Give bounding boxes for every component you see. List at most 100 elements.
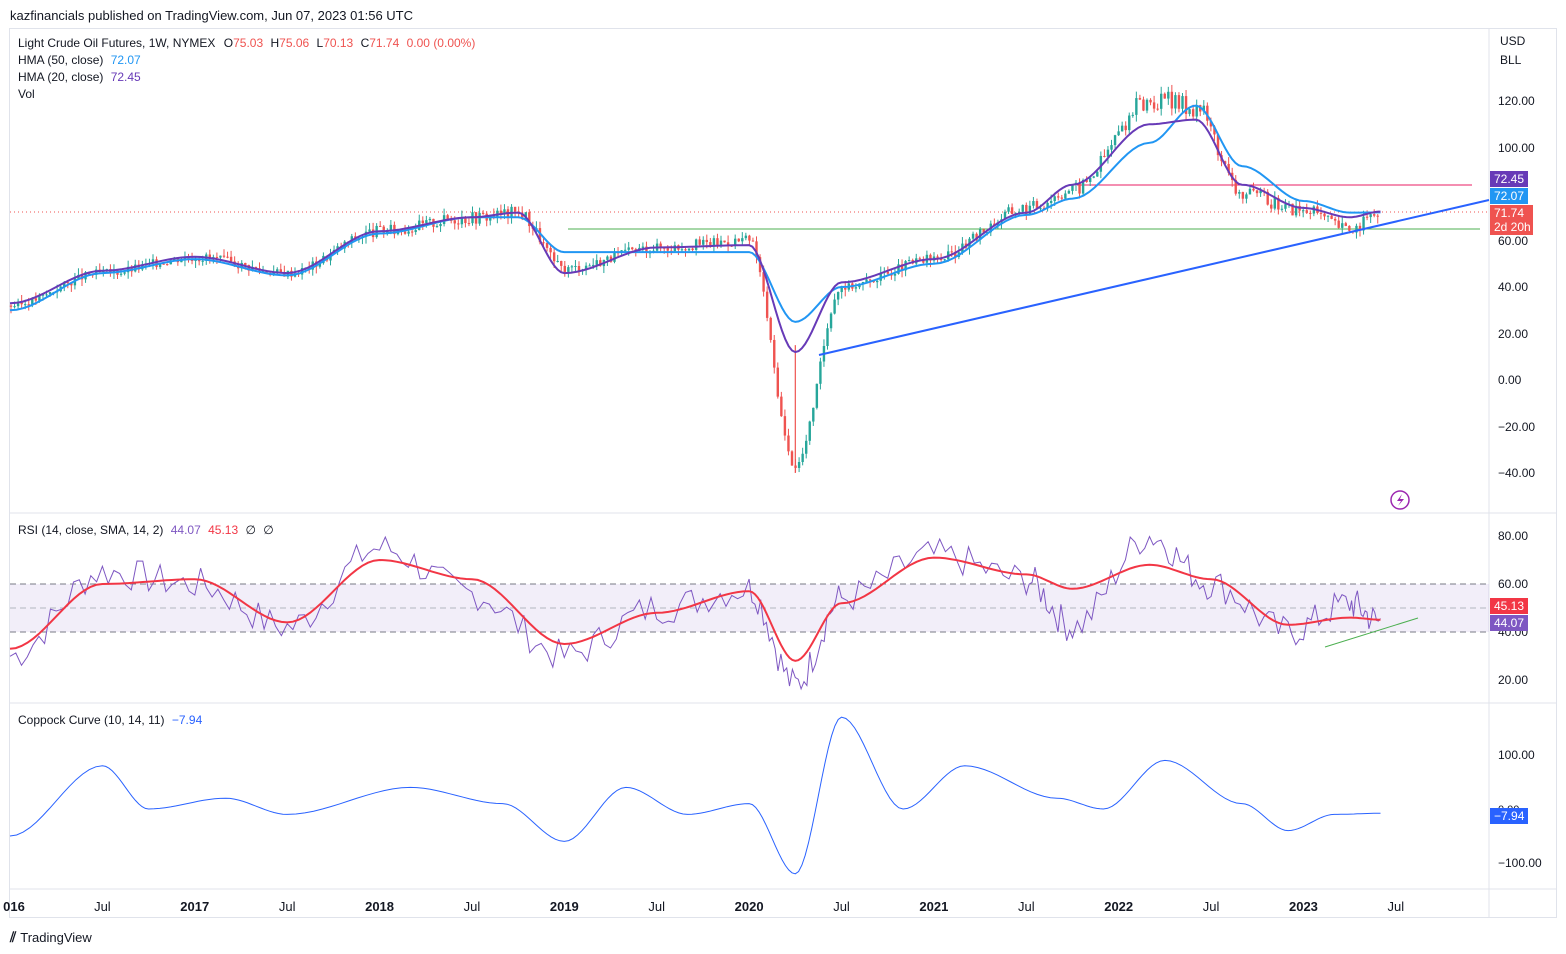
price-tick: 20.00	[1498, 326, 1529, 341]
candle-body	[1305, 210, 1308, 213]
candle-body	[886, 271, 890, 274]
candle-body	[1049, 201, 1053, 203]
candle-body	[684, 249, 687, 251]
hma50-legend-value: 72.07	[110, 53, 141, 67]
candle-body	[201, 260, 204, 262]
candle-body	[1266, 191, 1269, 205]
candle-body	[808, 421, 811, 441]
rsi-legend[interactable]: RSI (14, close, SMA, 14, 2) 44.07 45.13 …	[18, 523, 274, 537]
candle-body	[48, 292, 52, 295]
currency-label[interactable]: USD	[1500, 34, 1526, 48]
hma20-line[interactable]	[9, 118, 1381, 354]
candle-body	[1195, 105, 1198, 117]
candle-body	[1255, 190, 1259, 194]
candle-body	[1110, 145, 1113, 150]
candle-body	[1216, 134, 1220, 156]
price-tick: −20.00	[1498, 419, 1536, 434]
time-label: Jul	[648, 899, 666, 914]
candle-body	[183, 256, 187, 261]
candle-body	[20, 301, 23, 305]
candle-body	[503, 209, 506, 214]
rsi-legend-extra1: ∅	[245, 523, 256, 537]
candle-body	[744, 235, 748, 239]
candle-body	[151, 259, 155, 264]
candle-body	[1373, 214, 1376, 216]
candle-body	[1294, 205, 1298, 216]
rsi-sma-line[interactable]	[9, 556, 1381, 662]
candle-body	[1149, 99, 1152, 103]
candle-body	[599, 260, 602, 267]
candle-body	[499, 210, 503, 214]
candle-body	[1355, 225, 1358, 233]
unit-label[interactable]: BLL	[1500, 53, 1522, 67]
tradingview-logo[interactable]: ⫽ TradingView	[10, 929, 92, 946]
candle-body	[66, 282, 69, 284]
candle-body	[95, 269, 98, 275]
candle-body	[481, 212, 485, 214]
candle-body	[222, 255, 226, 257]
candle-body	[1092, 176, 1095, 178]
candle-body	[1160, 93, 1163, 109]
candle-body	[545, 242, 549, 248]
candle-body	[595, 260, 598, 265]
candle-body	[1071, 184, 1074, 191]
candle-body	[1135, 98, 1138, 115]
hma50-line[interactable]	[9, 104, 1381, 323]
candle-body	[467, 223, 471, 225]
candle-body	[1284, 204, 1287, 209]
candle-body	[379, 225, 382, 227]
hma20-legend[interactable]: HMA (20, close) 72.45	[18, 70, 141, 84]
coppock-line[interactable]	[9, 716, 1381, 875]
candle-body	[453, 220, 456, 224]
candle-body	[758, 257, 762, 273]
candle-body	[1021, 204, 1024, 212]
candle-body	[1252, 188, 1255, 191]
rsi-trendline[interactable]	[1324, 617, 1419, 648]
candle-body	[552, 252, 556, 262]
candle-body	[1018, 211, 1021, 213]
candle-body	[41, 294, 45, 296]
candle-body	[723, 240, 726, 243]
rsi-sma-tag: 45.13	[1490, 598, 1529, 614]
candle-body	[1103, 155, 1106, 157]
ascending-trendline[interactable]	[818, 199, 1490, 356]
time-label: 2019	[549, 899, 579, 914]
candle-body	[1010, 207, 1014, 214]
candle-body	[290, 270, 293, 277]
candle-body	[1245, 194, 1248, 199]
candle-body	[865, 279, 868, 282]
vol-legend[interactable]: Vol	[18, 87, 35, 101]
candle-body	[158, 263, 162, 268]
ohlc-change: 0.00 (0.00%)	[406, 36, 476, 50]
candle-body	[1117, 131, 1120, 136]
candle-body	[279, 269, 282, 273]
candle-body	[1344, 223, 1347, 226]
candle-body	[197, 259, 201, 262]
rsi-tick: 20.00	[1498, 673, 1529, 687]
candle-body	[27, 304, 30, 306]
candle-body	[1323, 213, 1326, 217]
candle-body	[918, 258, 921, 260]
candle-body	[134, 264, 137, 272]
time-label: 016	[3, 899, 25, 914]
candle-body	[435, 226, 439, 228]
candle-body	[1376, 215, 1379, 217]
candle-body	[1060, 197, 1063, 199]
symbol-legend[interactable]: Light Crude Oil Futures, 1W, NYMEX O75.0…	[18, 36, 475, 50]
price-tick: 0.00	[1498, 373, 1522, 387]
candle-body	[549, 247, 552, 253]
lightning-alert-icon[interactable]	[1390, 490, 1410, 510]
candle-body	[1259, 190, 1262, 194]
ohlc-open: O75.03	[223, 36, 264, 50]
rsi-line[interactable]	[9, 535, 1381, 691]
hma50-price-tag: 72.07	[1490, 188, 1529, 204]
hma50-legend[interactable]: HMA (50, close) 72.07	[18, 53, 141, 67]
candle-body	[1291, 203, 1294, 216]
candle-body	[1120, 125, 1124, 132]
candle-body	[1032, 201, 1035, 206]
candle-body	[457, 223, 460, 225]
tradingview-logo-text: TradingView	[20, 930, 92, 945]
coppock-legend[interactable]: Coppock Curve (10, 14, 11) −7.94	[18, 713, 202, 727]
candle-body	[893, 273, 897, 276]
